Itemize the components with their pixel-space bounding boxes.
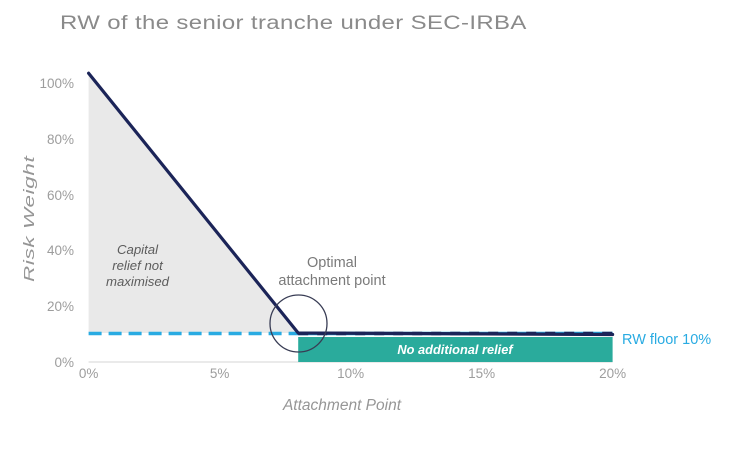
svg-text:No additional relief: No additional relief bbox=[397, 342, 514, 357]
